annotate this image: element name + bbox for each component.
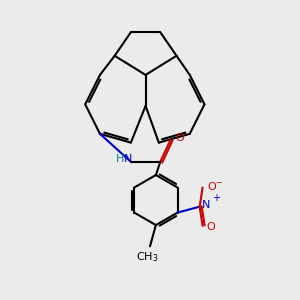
- Text: O: O: [206, 222, 215, 232]
- Text: N: N: [124, 154, 132, 164]
- Text: +: +: [212, 193, 220, 203]
- Text: O: O: [175, 133, 184, 143]
- Text: H: H: [116, 154, 124, 164]
- Text: O$^{-}$: O$^{-}$: [207, 180, 223, 192]
- Text: N: N: [202, 200, 210, 210]
- Text: CH$_3$: CH$_3$: [136, 250, 159, 264]
